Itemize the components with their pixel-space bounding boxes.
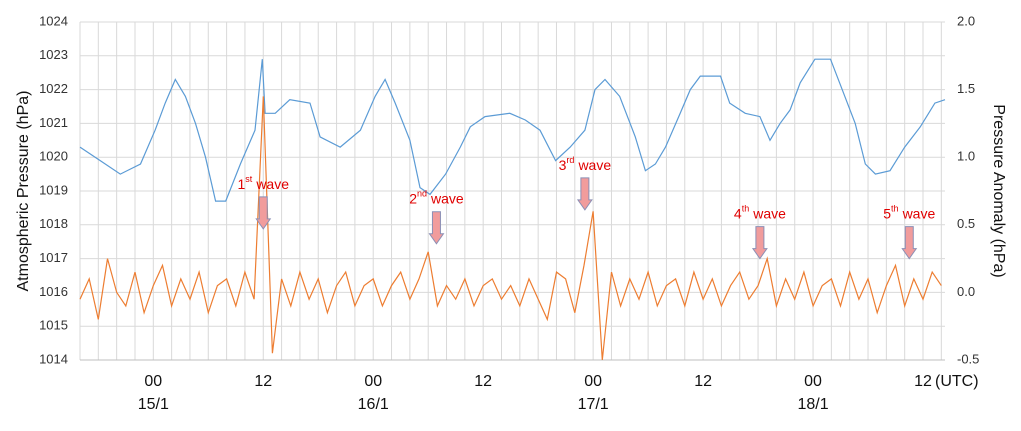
x-tick-label: 12 — [694, 373, 712, 390]
annotation-text: wave — [430, 190, 464, 206]
annotation-arrow — [901, 226, 918, 260]
x-date-label: 18/1 — [797, 396, 828, 413]
annotation-label: 1st wave — [238, 174, 290, 191]
y-tick-label: 1018 — [39, 216, 68, 231]
annotation-label: 3rd wave — [559, 155, 612, 172]
x-unit-label: (UTC) — [935, 373, 979, 390]
x-date-label: 16/1 — [358, 396, 389, 413]
y-tick-label: 1024 — [39, 13, 68, 28]
x-tick-label: 00 — [584, 373, 602, 390]
annotation-suffix: th — [891, 204, 899, 214]
y-tick-label: 1020 — [39, 149, 68, 164]
annotation-label: 5th wave — [883, 204, 935, 221]
x-tick-label: 12 — [474, 373, 492, 390]
annotation-suffix: rd — [566, 155, 574, 165]
annotation-label: 4th wave — [734, 204, 786, 221]
x-tick-label: 12 — [914, 373, 932, 390]
annotation-text: wave — [255, 176, 289, 192]
annotation-number: 1 — [238, 176, 246, 192]
y2-tick-label: 0.0 — [957, 284, 975, 299]
y-tick-label: 1019 — [39, 182, 68, 197]
x-tick-label: 12 — [254, 373, 272, 390]
y2-tick-label: 2.0 — [957, 13, 975, 28]
annotation-suffix: nd — [417, 189, 427, 199]
annotation-number: 2 — [409, 190, 417, 206]
annotation-arrow — [255, 196, 272, 230]
annotation-number: 4 — [734, 205, 742, 221]
y-axis-title: Atmospheric Pressure (hPa) — [15, 91, 32, 292]
data-line — [79, 96, 942, 361]
y2-axis-title: Pressure Anomaly (hPa) — [990, 104, 1007, 277]
y-tick-label: 1014 — [39, 351, 68, 366]
annotation-suffix: st — [245, 174, 253, 184]
y-tick-label: 1023 — [39, 47, 68, 62]
x-date-label: 17/1 — [578, 396, 609, 413]
x-tick-label: 00 — [364, 373, 382, 390]
data-line — [79, 58, 946, 202]
x-tick-label: 00 — [144, 373, 162, 390]
x-date-label: 15/1 — [138, 396, 169, 413]
annotation-text: wave — [752, 205, 786, 221]
annotation-label: 2nd wave — [409, 189, 464, 206]
x-tick-label: 00 — [804, 373, 822, 390]
y-tick-label: 1016 — [39, 284, 68, 299]
annotation-suffix: th — [742, 204, 750, 214]
annotation-arrow — [576, 177, 593, 211]
annotation-text: wave — [902, 205, 936, 221]
y2-tick-label: -0.5 — [957, 351, 979, 366]
y2-tick-label: 1.0 — [957, 149, 975, 164]
y-tick-label: 1022 — [39, 81, 68, 96]
annotation-number: 3 — [559, 157, 567, 173]
y-tick-label: 1017 — [39, 250, 68, 265]
annotation-arrow — [751, 226, 768, 260]
annotation-text: wave — [577, 157, 611, 173]
y2-tick-label: 0.5 — [957, 216, 975, 231]
annotation-number: 5 — [883, 205, 891, 221]
y2-tick-label: 1.5 — [957, 81, 975, 96]
annotation-arrow — [428, 211, 445, 245]
y-tick-label: 1015 — [39, 318, 68, 333]
y-tick-label: 1021 — [39, 115, 68, 130]
